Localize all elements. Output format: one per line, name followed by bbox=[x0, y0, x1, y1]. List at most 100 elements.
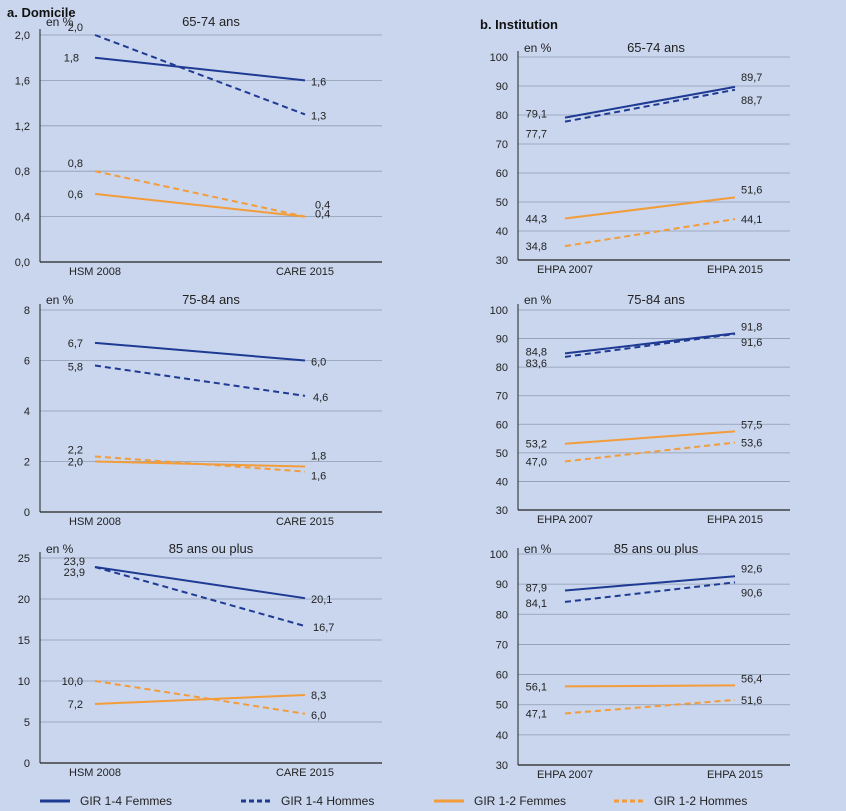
data-label: 51,6 bbox=[741, 695, 762, 707]
x-tick-label: HSM 2008 bbox=[69, 516, 121, 528]
data-label: 57,5 bbox=[741, 419, 762, 431]
y-tick-label: 8 bbox=[24, 305, 30, 317]
y-tick-label: 0 bbox=[24, 758, 30, 770]
data-label: 92,6 bbox=[741, 563, 762, 575]
x-tick-label: EHPA 2007 bbox=[537, 514, 593, 526]
series-line-gir-1-2-femmes bbox=[94, 693, 306, 705]
data-label: 77,7 bbox=[526, 129, 547, 141]
data-label: 0,4 bbox=[315, 209, 330, 221]
y-tick-label: 70 bbox=[496, 391, 508, 403]
y-tick-label: 60 bbox=[496, 419, 508, 431]
y-tick-label: 50 bbox=[496, 197, 508, 209]
y-tick-label: 40 bbox=[496, 730, 508, 742]
data-label: 0,4 bbox=[315, 200, 330, 212]
y-axis-unit: en % bbox=[46, 542, 74, 556]
y-tick-label: 1,2 bbox=[15, 121, 30, 133]
data-label: 1,8 bbox=[64, 53, 79, 65]
data-label: 91,6 bbox=[741, 337, 762, 349]
data-label: 16,7 bbox=[313, 622, 334, 634]
data-label: 6,0 bbox=[311, 357, 326, 369]
data-label: 2,0 bbox=[68, 22, 83, 34]
series-line-gir-1-4-hommes bbox=[564, 581, 736, 603]
data-label: 90,6 bbox=[741, 587, 762, 599]
series-line-gir-1-4-femmes bbox=[564, 85, 736, 119]
data-label: 53,6 bbox=[741, 438, 762, 450]
data-label: 1,6 bbox=[311, 76, 326, 88]
series-line-gir-1-2-hommes bbox=[564, 218, 736, 248]
data-label: 87,9 bbox=[526, 582, 547, 594]
y-tick-label: 50 bbox=[496, 448, 508, 460]
x-tick-label: EHPA 2015 bbox=[707, 264, 763, 276]
data-label: 47,0 bbox=[526, 456, 547, 468]
series-line-gir-1-2-hommes bbox=[564, 698, 736, 715]
data-label: 8,3 bbox=[311, 690, 326, 702]
data-label: 0,6 bbox=[68, 189, 83, 201]
data-label: 51,6 bbox=[741, 184, 762, 196]
legend-label: GIR 1-4 Hommes bbox=[281, 794, 374, 808]
series-line-gir-1-2-femmes bbox=[564, 196, 736, 220]
data-label: 47,1 bbox=[526, 708, 547, 720]
chart-title: 85 ans ou plus bbox=[614, 541, 699, 556]
chart-title: 85 ans ou plus bbox=[169, 541, 254, 556]
series-line-gir-1-4-femmes bbox=[564, 575, 736, 592]
series-line-gir-1-4-femmes bbox=[94, 56, 306, 82]
series-line-gir-1-4-femmes bbox=[564, 332, 736, 355]
data-label: 6,0 bbox=[311, 710, 326, 722]
x-tick-label: EHPA 2007 bbox=[537, 264, 593, 276]
data-label: 10,0 bbox=[62, 676, 83, 688]
data-label: 5,8 bbox=[68, 362, 83, 374]
data-label: 7,2 bbox=[68, 699, 83, 711]
data-label: 34,8 bbox=[526, 241, 547, 253]
y-axis-unit: en % bbox=[46, 293, 74, 307]
data-label: 56,1 bbox=[526, 681, 547, 693]
chart-4: 30 40 50 60 70 80 90 100 EHPA 2007 EHPA 2015 en % 6… bbox=[490, 40, 790, 276]
chart-title: 65-74 ans bbox=[627, 40, 685, 55]
y-tick-label: 2 bbox=[24, 457, 30, 469]
y-tick-label: 60 bbox=[496, 168, 508, 180]
y-tick-label: 100 bbox=[490, 52, 508, 64]
y-tick-label: 6 bbox=[24, 356, 30, 368]
y-axis-unit: en % bbox=[524, 293, 552, 307]
series-line-gir-1-2-femmes bbox=[564, 430, 736, 445]
charts-layer: 0,0 0,4 0,8 1,2 1,6 2,0 HSM 2008 CARE 2015 en % 6… bbox=[15, 14, 790, 781]
x-tick-label: HSM 2008 bbox=[69, 767, 121, 779]
x-tick-label: CARE 2015 bbox=[276, 266, 334, 278]
series-line-gir-1-2-hommes bbox=[94, 455, 306, 473]
series-line-gir-1-4-hommes bbox=[564, 333, 736, 358]
x-tick-label: CARE 2015 bbox=[276, 767, 334, 779]
y-tick-label: 90 bbox=[496, 334, 508, 346]
data-label: 2,2 bbox=[68, 444, 83, 456]
y-axis-unit: en % bbox=[46, 15, 74, 29]
data-label: 83,6 bbox=[526, 358, 547, 370]
data-label: 53,2 bbox=[526, 439, 547, 451]
y-tick-label: 90 bbox=[496, 81, 508, 93]
data-label: 89,7 bbox=[741, 72, 762, 84]
data-label: 20,1 bbox=[311, 594, 332, 606]
y-tick-label: 80 bbox=[496, 609, 508, 621]
y-tick-label: 5 bbox=[24, 717, 30, 729]
data-label: 23,9 bbox=[64, 556, 85, 568]
series-line-gir-1-4-hommes bbox=[94, 364, 306, 397]
y-tick-label: 30 bbox=[496, 255, 508, 267]
legend: GIR 1-4 Femmes GIR 1-4 Hommes GIR 1-2 Femm… bbox=[40, 794, 747, 808]
y-tick-label: 70 bbox=[496, 639, 508, 651]
chart-5: 30 40 50 60 70 80 90 100 EHPA 2007 EHPA 2015 en % 7… bbox=[490, 292, 790, 526]
chart-title: 75-84 ans bbox=[627, 292, 685, 307]
series-line-gir-1-4-femmes bbox=[94, 566, 306, 600]
y-tick-label: 20 bbox=[18, 594, 30, 606]
y-tick-label: 0,0 bbox=[15, 257, 30, 269]
y-tick-label: 100 bbox=[490, 305, 508, 317]
data-label: 23,9 bbox=[64, 567, 85, 579]
y-tick-label: 90 bbox=[496, 579, 508, 591]
y-tick-label: 60 bbox=[496, 670, 508, 682]
y-tick-label: 25 bbox=[18, 553, 30, 565]
y-tick-label: 4 bbox=[24, 406, 30, 418]
y-axis-unit: en % bbox=[524, 41, 552, 55]
series-line-gir-1-4-hommes bbox=[564, 88, 736, 123]
legend-label: GIR 1-2 Hommes bbox=[654, 794, 747, 808]
chart-1: 0,0 0,4 0,8 1,2 1,6 2,0 HSM 2008 CARE 2015 en % 6… bbox=[15, 14, 382, 278]
data-label: 44,1 bbox=[741, 214, 762, 226]
y-tick-label: 30 bbox=[496, 505, 508, 517]
series-line-gir-1-2-hommes bbox=[94, 170, 306, 218]
